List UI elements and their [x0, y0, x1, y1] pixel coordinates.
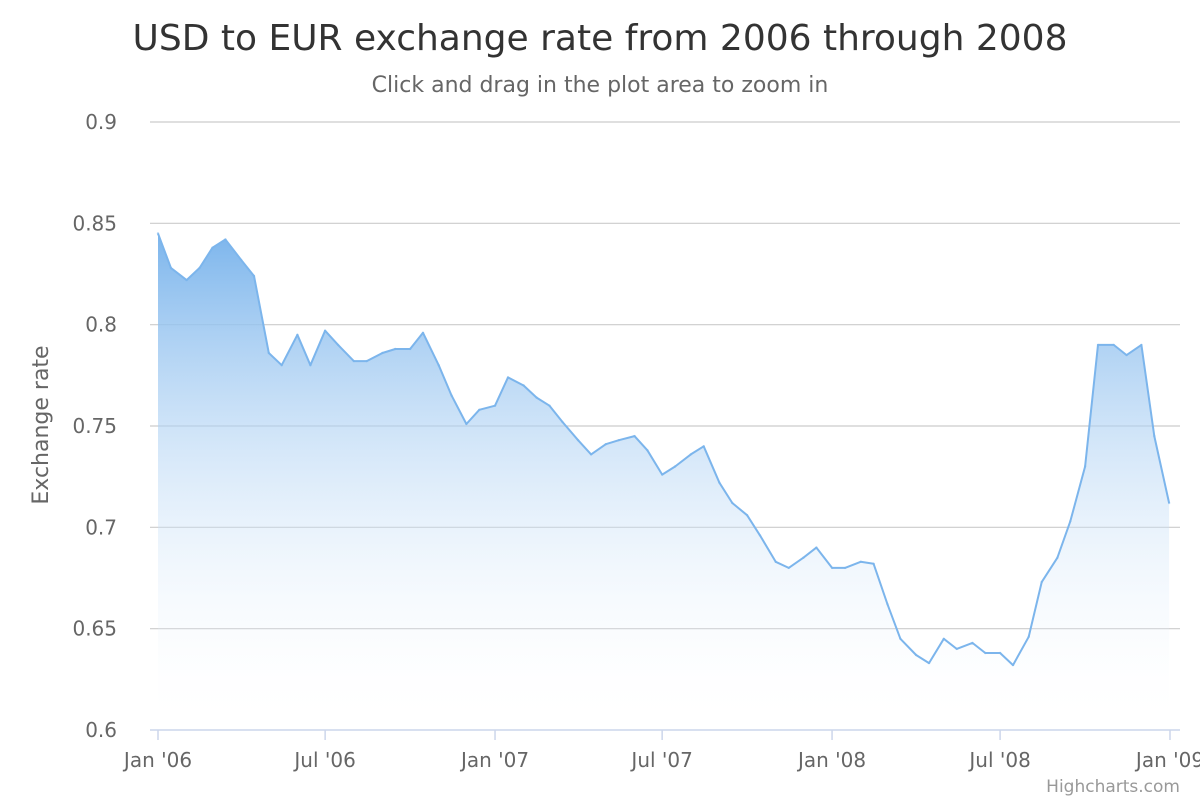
data-point: [450, 394, 453, 397]
data-point: [830, 566, 834, 570]
data-point: [745, 514, 749, 517]
x-tick-label: Jul '07: [629, 748, 692, 772]
data-point: [352, 359, 355, 363]
y-tick-label: 0.7: [85, 515, 117, 539]
data-point: [718, 481, 721, 484]
data-point: [309, 364, 312, 367]
data-point: [336, 343, 340, 347]
data-point: [617, 439, 620, 442]
x-axis: Jan '06 Jul '06 Jan '07 Jul '07 Jan '08 Jul '…: [122, 729, 1200, 772]
data-point: [971, 641, 974, 645]
data-point: [914, 653, 918, 657]
data-point: [535, 396, 538, 399]
data-point: [478, 408, 481, 411]
data-point: [689, 453, 692, 456]
credits-link[interactable]: Highcharts.com: [1046, 777, 1180, 797]
data-point: [872, 562, 875, 565]
data-point: [661, 473, 664, 476]
data-point: [522, 384, 525, 387]
data-point: [323, 329, 327, 332]
data-point: [267, 351, 270, 355]
data-point: [1027, 635, 1030, 638]
y-axis-title: Exchange rate: [29, 345, 54, 504]
x-tick-label: Jul '06: [292, 748, 355, 772]
data-point: [859, 560, 862, 563]
y-tick-label: 0.8: [85, 313, 117, 337]
data-point: [604, 443, 607, 446]
data-point: [589, 453, 593, 456]
data-point: [280, 364, 283, 367]
data-point: [787, 566, 790, 570]
data-point: [984, 651, 987, 655]
data-point: [1140, 343, 1143, 347]
data-point: [224, 238, 227, 241]
y-axis: 0.6 0.65 0.7 0.75 0.8 0.85 0.9: [72, 110, 117, 742]
data-point: [381, 351, 384, 355]
data-point: [394, 347, 397, 351]
data-point: [802, 556, 805, 559]
x-tick-label: Jan '08: [796, 748, 866, 772]
data-point: [673, 465, 677, 468]
data-point: [421, 331, 425, 334]
data-point: [843, 566, 847, 570]
data-point: [899, 637, 902, 640]
data-point: [493, 404, 497, 407]
data-point: [185, 278, 188, 282]
data-point: [1125, 353, 1128, 357]
data-point: [296, 333, 299, 336]
data-point: [1056, 556, 1059, 559]
data-point: [437, 364, 440, 367]
data-point: [731, 501, 734, 505]
data-point: [465, 422, 468, 426]
series-area-fill: [158, 233, 1170, 730]
data-point: [942, 637, 945, 640]
data-point: [211, 246, 214, 249]
y-tick-label: 0.75: [72, 414, 117, 438]
chart-subtitle: Click and drag in the plot area to zoom …: [372, 73, 829, 98]
y-tick-label: 0.6: [85, 718, 117, 742]
data-point: [1167, 501, 1171, 505]
data-point: [927, 661, 931, 665]
data-point: [561, 420, 564, 424]
data-point: [815, 546, 818, 549]
data-point: [169, 266, 173, 270]
data-point: [1069, 520, 1072, 523]
data-point: [702, 445, 705, 448]
x-tick-label: Jan '07: [459, 748, 529, 772]
x-tick-label: Jan '09: [1134, 748, 1200, 772]
data-point: [955, 647, 958, 651]
data-point: [758, 534, 762, 537]
y-tick-label: 0.9: [85, 110, 117, 134]
data-point: [198, 266, 201, 270]
data-point: [1096, 343, 1100, 347]
data-point: [998, 651, 1002, 655]
x-tick-label: Jan '06: [122, 748, 192, 772]
x-tick-label: Jul '08: [967, 748, 1030, 772]
data-point: [646, 449, 649, 452]
data-point: [1112, 343, 1115, 347]
data-point: [1040, 580, 1043, 584]
data-point: [886, 603, 889, 606]
data-point: [1083, 465, 1087, 468]
data-point: [408, 347, 412, 351]
y-tick-label: 0.65: [72, 617, 117, 641]
data-point: [576, 439, 580, 442]
data-point: [252, 274, 256, 278]
data-point: [548, 404, 551, 407]
data-point: [1153, 434, 1156, 438]
plot-area[interactable]: [156, 232, 1171, 730]
y-tick-label: 0.85: [72, 211, 117, 235]
data-point: [506, 376, 510, 379]
data-point: [365, 359, 368, 363]
data-point: [156, 232, 160, 235]
data-point: [774, 560, 777, 563]
data-point: [1011, 663, 1015, 667]
data-point: [239, 258, 243, 261]
data-point: [633, 434, 636, 438]
chart-title: USD to EUR exchange rate from 2006 throu…: [133, 18, 1068, 59]
